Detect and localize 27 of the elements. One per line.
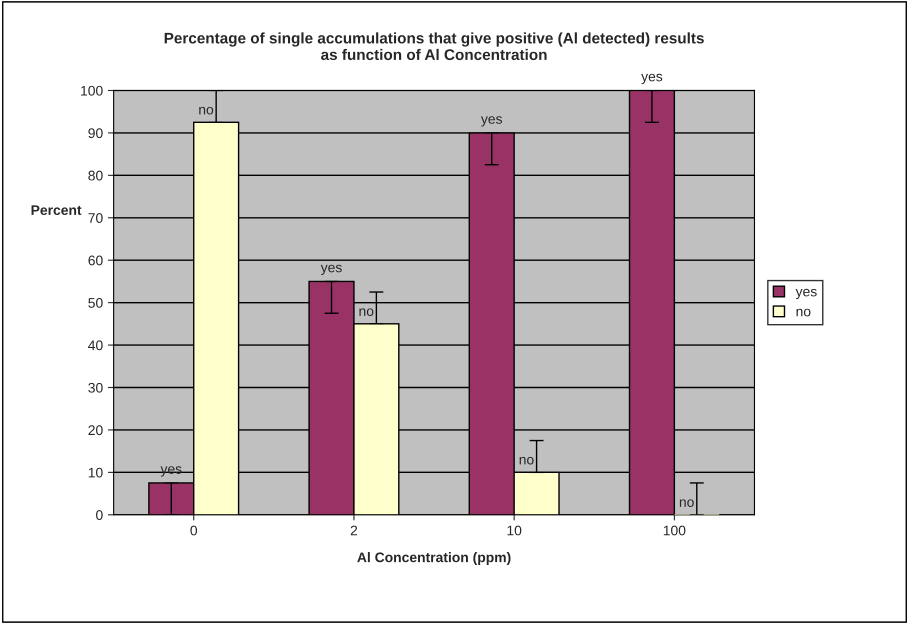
x-axis-title: Al Concentration (ppm) [357,552,511,565]
legend-label: yes [796,288,817,300]
y-tick-label: 0 [96,510,103,520]
y-tick-label: 20 [88,425,103,436]
y-tick-label: 90 [88,128,103,138]
chart-title: Percentage of single accumulations that give positive (Al detected) results as function of Al Concentration [164,32,704,60]
data-label: no [680,499,694,507]
y-tick-label: 100 [81,86,103,96]
data-label: yes [320,264,342,276]
y-tick-label: 80 [88,170,103,181]
data-label: no [520,456,534,465]
y-tick-label: 30 [88,382,103,393]
y-axis-title: Percent [32,205,82,216]
x-tick-label: 10 [507,526,522,536]
y-tick-label: 70 [88,213,103,223]
data-label: yes [641,74,662,84]
x-tick-label: 0 [190,526,198,536]
x-tick-label: 100 [664,526,686,536]
y-tick-label: 60 [88,256,103,266]
y-tick-label: 40 [88,340,103,350]
data-label: no [199,106,214,114]
legend-label: no [796,308,810,316]
y-tick-label: 10 [88,468,103,478]
y-tick-label: 50 [88,298,103,308]
x-tick-label: 2 [350,526,358,536]
data-label: no [359,308,374,316]
data-label: yes [480,116,502,127]
